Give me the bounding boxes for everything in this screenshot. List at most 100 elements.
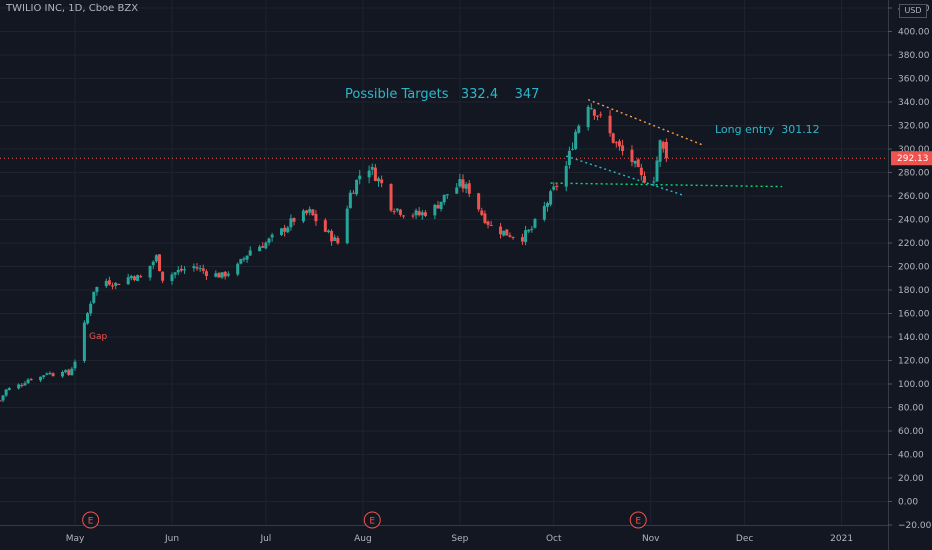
candle-body: [220, 272, 224, 278]
candle-body: [402, 215, 406, 217]
candle-body: [308, 209, 312, 213]
candle-body: [289, 218, 293, 228]
candle-body: [1, 395, 5, 401]
y-tick-label: 140.00: [898, 333, 930, 343]
chart-grid: [0, 0, 889, 550]
symbol-title[interactable]: TWILIO INC, 1D, Cboe BZX: [6, 3, 139, 14]
candle-body: [82, 322, 86, 361]
y-tick-label: 0.00: [898, 498, 918, 508]
candle-body: [67, 369, 71, 375]
earnings-marker: [629, 511, 647, 529]
candle-body: [524, 230, 528, 243]
candle-body: [571, 148, 575, 150]
candle-body: [323, 220, 327, 232]
candle-body: [552, 186, 556, 190]
candle-body: [139, 276, 143, 278]
earnings-marker: [82, 511, 100, 529]
candle-body: [461, 179, 465, 189]
candle-body: [336, 238, 340, 244]
candle-body: [564, 165, 568, 187]
candle-body: [261, 246, 265, 248]
candle-body: [592, 109, 596, 116]
candle-body: [455, 187, 459, 194]
y-tick-label: 360.00: [898, 75, 930, 85]
candle-body: [661, 141, 665, 149]
trend-line-resistance: [587, 98, 705, 147]
trend-lines: [0, 98, 888, 196]
candle-body: [658, 140, 662, 162]
candle-body: [23, 383, 27, 386]
candle-body: [483, 213, 487, 223]
currency-button[interactable]: USD: [899, 4, 927, 18]
candle-body: [17, 384, 21, 389]
candle-body: [26, 379, 30, 384]
price-axis[interactable]: −20.00 0.00 20.00 40.00 60.00 80.00 100.00 120.…: [888, 4, 932, 531]
candle-body: [417, 211, 421, 216]
candle-body: [358, 175, 362, 180]
candle-body: [0, 400, 2, 402]
candle-body: [170, 274, 174, 281]
y-tick-label: 100.00: [898, 380, 930, 390]
trend-line-support: [550, 182, 783, 188]
candle-body: [567, 150, 571, 166]
candle-body: [599, 114, 603, 116]
candle-body: [505, 229, 509, 236]
candle-body: [477, 193, 481, 210]
y-tick-label: 400.00: [898, 28, 930, 38]
candle-body: [639, 167, 643, 176]
last-price-tag: 292.13: [891, 151, 932, 166]
candle-body: [373, 167, 377, 181]
candle-body: [264, 242, 268, 249]
candle-body: [60, 371, 64, 377]
x-tick-label: Oct: [546, 534, 562, 544]
candle-body: [292, 218, 296, 222]
candle-body: [589, 108, 593, 110]
candle-body: [511, 236, 515, 238]
x-tick-label: Dec: [736, 534, 753, 544]
candle-body: [439, 201, 443, 210]
candle-body: [70, 368, 74, 376]
candle-body: [136, 275, 140, 281]
earnings-label: E: [635, 517, 641, 527]
candle-body: [380, 179, 384, 184]
earnings-label: E: [88, 517, 94, 527]
targets-annotation: Possible Targets 332.4 347: [345, 87, 539, 102]
candle-body: [486, 221, 490, 225]
candle-body: [655, 160, 659, 182]
earnings-label: E: [369, 517, 375, 527]
time-axis[interactable]: May Jun Jul Aug Sep Oct Nov Dec 2021: [66, 534, 853, 544]
y-tick-label: 300.00: [898, 145, 930, 155]
candle-body: [217, 273, 221, 278]
candle-body: [555, 185, 559, 187]
candlestick-series: [0, 103, 668, 403]
candle-body: [389, 183, 393, 211]
candle-body: [39, 376, 43, 381]
candle-body: [489, 225, 493, 227]
candle-body: [549, 191, 553, 205]
candle-body: [355, 179, 359, 195]
candle-body: [107, 280, 111, 285]
candle-body: [280, 228, 284, 235]
x-tick-label: Jul: [259, 534, 271, 544]
candle-body: [86, 313, 90, 324]
candle-body: [617, 141, 621, 147]
candle-body: [89, 303, 93, 314]
candle-body: [161, 271, 165, 281]
candle-body: [608, 115, 612, 134]
candle-body: [20, 385, 24, 387]
candle-body: [630, 149, 634, 162]
candle-body: [377, 178, 381, 182]
candle-body: [154, 255, 158, 262]
candle-body: [51, 373, 55, 377]
candle-body: [642, 176, 646, 183]
candle-body: [242, 258, 246, 260]
candle-body: [533, 219, 537, 228]
candle-body: [311, 209, 315, 216]
candle-body: [542, 205, 546, 220]
x-tick-label: 2021: [830, 534, 853, 544]
candle-body: [442, 194, 446, 203]
x-tick-label: Nov: [642, 534, 660, 544]
candle-body: [392, 211, 396, 213]
